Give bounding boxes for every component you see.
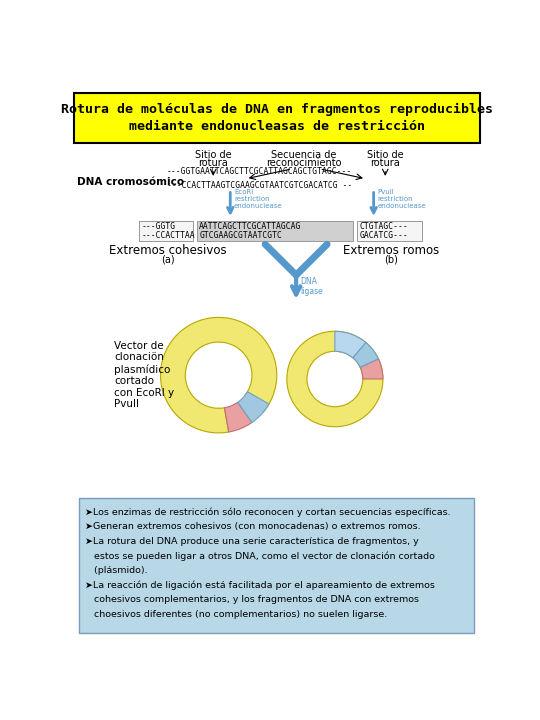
Text: Extremos cohesivos: Extremos cohesivos <box>110 244 227 257</box>
Text: (plásmido).: (plásmido). <box>85 566 147 575</box>
Text: Sitio de: Sitio de <box>195 150 232 160</box>
Text: Extremos romos: Extremos romos <box>343 244 440 257</box>
Wedge shape <box>287 331 383 427</box>
Text: ---CCACTTAAGTCGAAGCGTAATCGTCGACATCG --: ---CCACTTAAGTCGAAGCGTAATCGTCGACATCG -- <box>167 181 352 190</box>
Text: DNA cromosómico: DNA cromosómico <box>77 177 184 187</box>
Text: mediante endonucleasas de restricción: mediante endonucleasas de restricción <box>129 120 425 133</box>
Wedge shape <box>160 318 277 433</box>
FancyBboxPatch shape <box>139 221 193 241</box>
Text: EcoRI
restriction
endonuclease: EcoRI restriction endonuclease <box>234 189 283 209</box>
FancyBboxPatch shape <box>197 221 354 241</box>
Text: (b): (b) <box>384 254 399 264</box>
Text: DNA
ligase: DNA ligase <box>300 277 323 297</box>
Text: cohesivos complementarios, y los fragmentos de DNA con extremos: cohesivos complementarios, y los fragmen… <box>85 595 418 604</box>
Wedge shape <box>225 402 252 432</box>
Text: ➤La rotura del DNA produce una serie característica de fragmentos, y: ➤La rotura del DNA produce una serie car… <box>85 537 418 546</box>
Text: ➤La reacción de ligación está facilitada por el apareamiento de extremos: ➤La reacción de ligación está facilitada… <box>85 581 434 590</box>
Text: ➤Generan extremos cohesivos (con monocadenas) o extremos romos.: ➤Generan extremos cohesivos (con monocad… <box>85 522 420 531</box>
Text: (a): (a) <box>161 254 175 264</box>
Text: Sitio de: Sitio de <box>367 150 403 160</box>
Text: Vector de
clonaciön
plasmídico
cortado
con EcoRI y
PvuII: Vector de clonaciön plasmídico cortado c… <box>114 341 174 410</box>
Wedge shape <box>353 343 379 367</box>
Text: rotura: rotura <box>370 158 400 168</box>
Text: PvuII
restriction
endonuclease: PvuII restriction endonuclease <box>377 189 426 209</box>
Text: ---GGTGAATTCAGCTTCGCATTAGCAGCTGTAGC---: ---GGTGAATTCAGCTTCGCATTAGCAGCTGTAGC--- <box>167 168 352 176</box>
Text: ➤Los enzimas de restricción sólo reconocen y cortan secuencias específicas.: ➤Los enzimas de restricción sólo reconoc… <box>85 508 450 517</box>
Text: ---CCACTTAA: ---CCACTTAA <box>141 230 195 240</box>
Text: GACATCG---: GACATCG--- <box>360 230 408 240</box>
Text: GTCGAAGCGTAATCGTC: GTCGAAGCGTAATCGTC <box>199 230 282 240</box>
Text: Secuencia de: Secuencia de <box>271 150 336 160</box>
Text: Rotura de moléculas de DNA en fragmentos reproducibles: Rotura de moléculas de DNA en fragmentos… <box>60 103 493 116</box>
Text: AATTCAGCTTCGCATTAGCAG: AATTCAGCTTCGCATTAGCAG <box>199 222 302 231</box>
Text: estos se pueden ligar a otros DNA, como el vector de clonación cortado: estos se pueden ligar a otros DNA, como … <box>85 552 434 561</box>
Text: reconocimiento: reconocimiento <box>266 158 342 168</box>
FancyBboxPatch shape <box>79 498 474 633</box>
Text: CTGTAGC---: CTGTAGC--- <box>360 222 408 231</box>
Wedge shape <box>238 392 269 423</box>
Wedge shape <box>335 331 366 358</box>
FancyBboxPatch shape <box>357 221 422 241</box>
FancyBboxPatch shape <box>73 93 480 143</box>
Text: choesivos diferentes (no complementarios) no suelen ligarse.: choesivos diferentes (no complementarios… <box>85 610 387 619</box>
Text: ---GGTG: ---GGTG <box>141 222 176 231</box>
Wedge shape <box>360 359 383 379</box>
Text: rotura: rotura <box>198 158 228 168</box>
